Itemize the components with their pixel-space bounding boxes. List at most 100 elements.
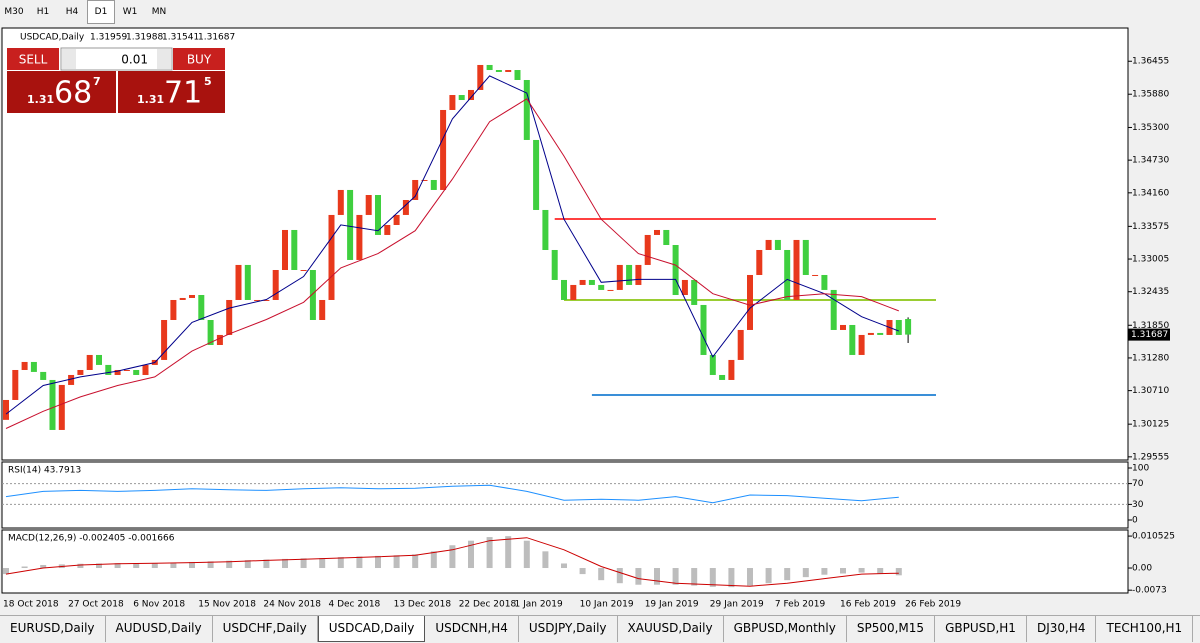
ohlc-high: 1.31988 (126, 33, 163, 43)
symbol-tab[interactable]: DJ30,H4 (1027, 616, 1097, 642)
timeframe-button[interactable]: W1 (122, 7, 138, 17)
buy-button[interactable] (173, 48, 225, 70)
symbol-tab[interactable]: GBPUSD,H1 (935, 616, 1027, 642)
candle-body (254, 299, 261, 301)
sell-label[interactable]: SELL (19, 53, 48, 67)
timeframe-button[interactable]: D1 (87, 0, 115, 24)
candle-body (635, 264, 642, 285)
candle-body (728, 359, 735, 380)
lot-input[interactable] (60, 47, 173, 71)
candle-body (226, 299, 233, 335)
rsi-frame (1, 461, 1129, 529)
macd-bar (412, 554, 419, 569)
candle-body (170, 299, 177, 320)
candle-body (784, 249, 791, 300)
timeframe-button[interactable]: H4 (65, 7, 79, 17)
macd-bar (821, 568, 828, 575)
symbol-tab[interactable]: EURUSD,Daily (0, 616, 106, 642)
symbol-tab[interactable]: USDCAD,Daily (317, 616, 426, 642)
ask-box[interactable] (118, 71, 225, 113)
candle-body (691, 279, 698, 305)
macd-bar (151, 563, 158, 569)
x-tick-label: 15 Nov 2018 (198, 600, 256, 610)
candle-body (542, 209, 549, 250)
x-tick-label: 29 Jan 2019 (710, 600, 764, 610)
candle-body (430, 179, 437, 190)
candle-body (747, 274, 753, 330)
y-tick-label: -0.0073 (1132, 586, 1167, 596)
bid-box[interactable] (7, 71, 116, 113)
candle-body (756, 249, 763, 275)
lot-up[interactable] (157, 49, 171, 69)
candle-body (440, 109, 447, 190)
x-tick-label: 19 Jan 2019 (645, 600, 699, 610)
candle-body (12, 369, 19, 400)
macd-bar (430, 551, 437, 569)
lot-down[interactable] (62, 49, 76, 69)
macd-bar (319, 558, 326, 569)
candle-body (161, 319, 168, 360)
macd-bar (877, 568, 884, 574)
candle-body (598, 284, 605, 290)
symbol-tab[interactable]: XAUUSD,Daily (618, 616, 724, 642)
macd-bar (263, 559, 270, 569)
symbol-tab[interactable]: AUDUSD,Daily (106, 616, 213, 642)
y-tick-label: 0.010525 (1132, 532, 1175, 542)
candle-body (319, 299, 326, 320)
y-tick-label: 1.30125 (1132, 420, 1169, 430)
timeframe-button[interactable]: MN (151, 7, 167, 17)
symbol-tab[interactable]: USDJPY,Daily (519, 616, 618, 642)
buy-label[interactable]: BUY (187, 53, 212, 67)
candle-body (468, 89, 474, 101)
candle-body (830, 289, 837, 330)
x-tick-label: 10 Jan 2019 (580, 600, 634, 610)
macd-bar (393, 555, 400, 569)
lot-value[interactable]: 0.01 (121, 53, 148, 67)
candle-body (291, 229, 298, 270)
timeframe-button[interactable]: H1 (36, 7, 50, 17)
candle-body (514, 70, 521, 80)
macd-bar (709, 568, 716, 587)
ohlc-close: 1.31687 (198, 33, 235, 43)
candle-body (588, 279, 595, 285)
ask-big: 1.31 (137, 93, 164, 106)
candle-body (737, 329, 744, 360)
macd-bar (784, 568, 791, 581)
macd-bar (802, 568, 809, 578)
macd-bar (523, 540, 530, 569)
symbol-tab[interactable]: TECH100,H1 (1096, 616, 1194, 642)
candle-body (365, 195, 372, 215)
symbol-tab[interactable]: GBPUSD,Monthly (724, 616, 847, 642)
candle-body (793, 239, 800, 300)
timeframe-button[interactable]: M30 (4, 7, 24, 17)
symbol-tab[interactable]: USDCNH,H4 (425, 616, 519, 642)
macd-bar (840, 568, 846, 574)
candle-body (114, 369, 121, 375)
current-price-box (1128, 328, 1170, 341)
symbol-tab[interactable]: USDCHF,Daily (213, 616, 318, 642)
candle-body (579, 279, 586, 285)
x-tick-label: 26 Feb 2019 (905, 600, 961, 610)
ohlc-low: 1.31541 (162, 33, 199, 43)
candle-body (477, 64, 484, 90)
macd-bar (3, 568, 9, 575)
candle-body (802, 239, 809, 275)
chart-title: USDCAD,Daily (20, 33, 85, 43)
symbol-tab[interactable]: SP500,M15 (847, 616, 936, 642)
x-tick-label: 1 Jan 2019 (515, 600, 563, 610)
candle-body (402, 199, 409, 215)
sell-button[interactable] (7, 48, 59, 70)
candle-body (821, 274, 828, 290)
macd-bar (282, 558, 288, 569)
macd-bar (226, 560, 233, 569)
macd-bar (616, 568, 623, 584)
candle-body (523, 79, 530, 140)
candle-body (77, 369, 84, 375)
candle-body (68, 374, 75, 385)
ohlc-open: 1.31959 (90, 33, 127, 43)
macd-bar (486, 537, 493, 569)
macd-bar (747, 568, 753, 586)
macd-bar (337, 557, 344, 569)
candle-body (858, 334, 865, 355)
macd-bar (170, 562, 177, 569)
